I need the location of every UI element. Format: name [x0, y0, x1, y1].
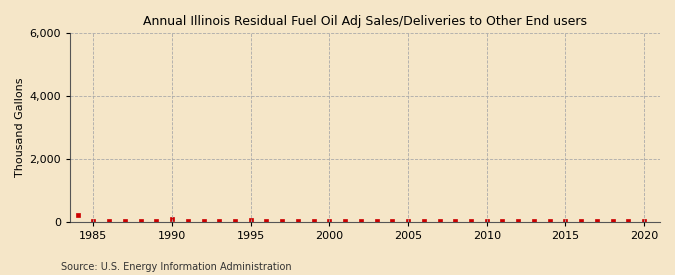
Y-axis label: Thousand Gallons: Thousand Gallons: [15, 78, 25, 177]
Text: Source: U.S. Energy Information Administration: Source: U.S. Energy Information Administ…: [61, 262, 292, 272]
Title: Annual Illinois Residual Fuel Oil Adj Sales/Deliveries to Other End users: Annual Illinois Residual Fuel Oil Adj Sa…: [143, 15, 587, 28]
